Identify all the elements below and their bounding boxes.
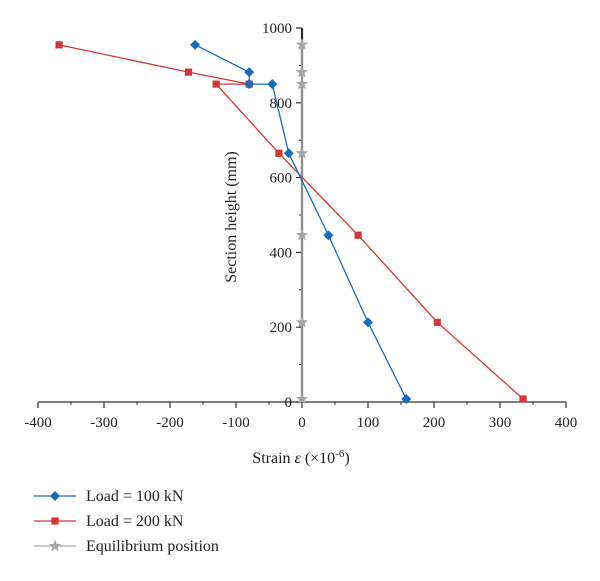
legend-marker [48,539,62,552]
data-point [295,38,309,51]
y-axis-title: Section height (mm) [223,151,240,283]
data-point [401,394,412,405]
data-point [295,65,309,78]
data-point [184,68,193,76]
legend-label: Load = 100 kN [86,488,184,505]
series-diamond [190,39,412,405]
data-point [244,67,255,78]
data-point [433,318,441,326]
series-layer [55,38,527,405]
legend: Load = 100 kN Load = 200 kN Equilibrium po… [34,488,219,555]
data-point [295,228,309,241]
series-star [295,38,309,405]
data-point [275,149,283,157]
x-tick-label: 0 [298,415,306,431]
x-tick-label: -400 [24,415,52,431]
y-tick-label: 200 [270,320,293,336]
legend-item: Load = 200 kN [34,513,184,530]
y-tick-label: 400 [270,245,293,261]
data-point [283,148,294,159]
data-point [295,77,309,90]
series-line [58,44,524,400]
data-point [212,80,220,88]
y-tick-label: 1000 [262,21,292,37]
axes-layer: -400 -300 -200 -100 0 100 200 300 400 0 200 400 600 8… [24,21,577,467]
data-point [295,315,309,328]
data-point [295,146,309,159]
legend-item: Equilibrium position [34,538,219,555]
x-tick-label: 300 [489,415,512,431]
legend-label: Equilibrium position [86,538,219,555]
data-point [519,395,527,403]
x-tick-label: -100 [222,415,250,431]
data-point [295,392,309,405]
y-tick-label: 800 [270,96,293,112]
x-axis-title: Strain ε (×10-6) [252,448,349,467]
data-point [354,231,362,239]
y-tick-label: 0 [285,395,293,411]
x-tick-label: 400 [555,415,578,431]
legend-item: Load = 100 kN [34,488,184,505]
legend-marker [51,517,59,525]
x-tick-label: -200 [156,415,184,431]
y-tick-label: 600 [270,171,293,187]
x-tick-label: 100 [357,415,380,431]
data-point [363,317,373,328]
data-point [190,39,201,50]
legend-marker [50,491,60,501]
x-tick-label: -300 [90,415,118,431]
data-point [55,41,63,49]
data-point [244,79,255,90]
data-point [323,230,334,241]
legend-label: Load = 200 kN [86,513,184,530]
x-tick-label: 200 [423,415,446,431]
data-point [267,79,278,90]
